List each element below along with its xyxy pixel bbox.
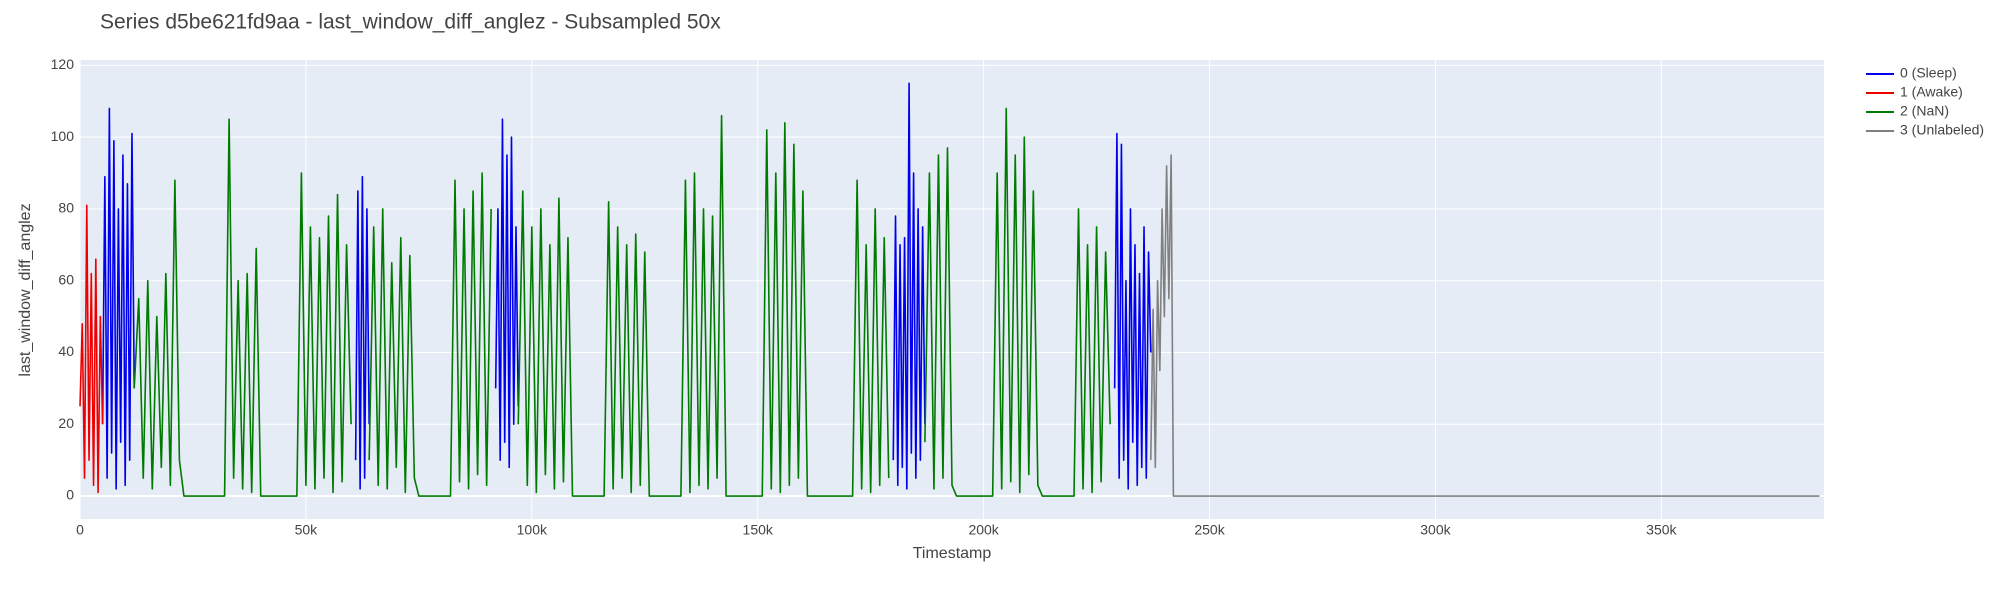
y-tick-label: 100 bbox=[51, 128, 75, 144]
x-tick-label: 250k bbox=[1194, 522, 1225, 538]
y-tick-label: 0 bbox=[66, 487, 74, 503]
x-tick-label: 300k bbox=[1420, 522, 1451, 538]
x-tick-label: 150k bbox=[743, 522, 774, 538]
series-line bbox=[79, 204, 104, 494]
series-line bbox=[1150, 154, 1820, 497]
y-tick-label: 60 bbox=[58, 271, 74, 287]
legend-label: 0 (Sleep) bbox=[1900, 65, 1957, 81]
y-axis-title: last_window_diff_anglez bbox=[17, 203, 34, 376]
x-tick-label: 100k bbox=[517, 522, 548, 538]
series-line bbox=[101, 82, 1152, 490]
legend-label: 3 (Unlabeled) bbox=[1900, 122, 1984, 138]
y-tick-label: 20 bbox=[58, 415, 74, 431]
y-tick-label: 80 bbox=[58, 200, 74, 216]
x-tick-label: 200k bbox=[968, 522, 999, 538]
x-tick-label: 0 bbox=[76, 522, 84, 538]
y-tick-label: 120 bbox=[51, 56, 75, 72]
series-line bbox=[133, 107, 1111, 497]
y-tick-label: 40 bbox=[58, 343, 74, 359]
legend-label: 2 (NaN) bbox=[1900, 103, 1949, 119]
x-tick-label: 350k bbox=[1646, 522, 1677, 538]
chart-title: Series d5be621fd9aa - last_window_diff_a… bbox=[100, 11, 721, 34]
legend-label: 1 (Awake) bbox=[1900, 84, 1963, 100]
x-axis-title: Timestamp bbox=[913, 545, 992, 562]
x-tick-label: 50k bbox=[295, 522, 319, 538]
